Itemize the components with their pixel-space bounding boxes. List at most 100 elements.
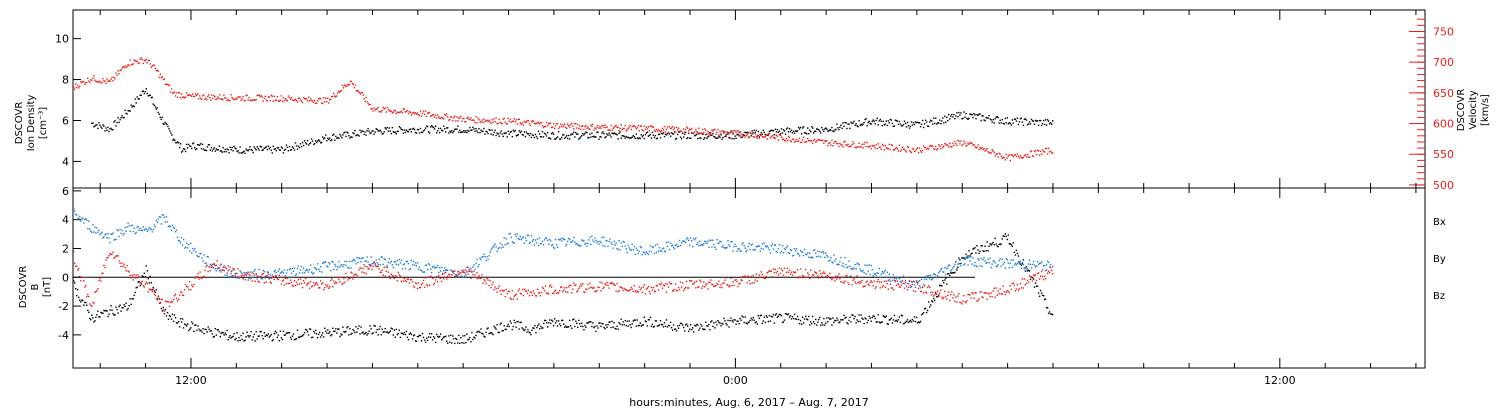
- data-point: [746, 282, 748, 284]
- data-point: [394, 275, 396, 277]
- data-point: [698, 127, 700, 129]
- data-point: [289, 149, 292, 151]
- data-point: [101, 312, 103, 314]
- data-point: [747, 136, 749, 138]
- data-point: [899, 280, 902, 283]
- data-point: [210, 99, 212, 101]
- data-point: [970, 297, 972, 299]
- data-point: [230, 337, 232, 339]
- data-point: [297, 278, 300, 281]
- data-point: [380, 256, 382, 258]
- data-point: [163, 310, 166, 313]
- data-point: [519, 131, 521, 134]
- data-point: [675, 126, 678, 128]
- data-point: [183, 289, 186, 291]
- data-point: [487, 120, 489, 123]
- data-point: [383, 331, 385, 333]
- data-point: [1015, 155, 1018, 158]
- data-point: [1014, 118, 1017, 120]
- data-point: [793, 132, 796, 134]
- data-point: [916, 322, 919, 324]
- data-point: [320, 336, 322, 338]
- data-point: [544, 125, 547, 128]
- data-point: [924, 291, 927, 293]
- data-point: [901, 279, 904, 282]
- data-point: [737, 133, 739, 135]
- data-point: [991, 242, 993, 245]
- data-point: [313, 272, 315, 274]
- data-point: [902, 148, 905, 150]
- data-point: [1026, 268, 1029, 270]
- data-point: [599, 126, 601, 128]
- data-point: [125, 302, 127, 304]
- data-point: [857, 282, 859, 284]
- data-point: [677, 127, 680, 129]
- data-point: [979, 147, 981, 149]
- data-point: [608, 132, 610, 134]
- data-point: [634, 126, 636, 128]
- data-point: [397, 271, 399, 274]
- data-point: [670, 327, 673, 329]
- data-point: [720, 133, 722, 135]
- data-point: [315, 102, 317, 104]
- data-point: [248, 148, 250, 151]
- data-point: [896, 148, 899, 150]
- data-point: [781, 132, 784, 134]
- data-point: [99, 233, 101, 236]
- data-point: [418, 132, 421, 134]
- data-point: [708, 132, 710, 135]
- data-point: [375, 108, 377, 110]
- data-point: [802, 126, 805, 128]
- data-point: [546, 292, 549, 294]
- data-point: [949, 274, 951, 277]
- data-point: [663, 322, 666, 324]
- data-point: [714, 285, 716, 287]
- data-point: [606, 240, 608, 242]
- data-point: [431, 277, 434, 280]
- data-point: [628, 320, 630, 322]
- data-point: [440, 277, 442, 279]
- data-point: [744, 136, 746, 138]
- data-point: [773, 134, 776, 136]
- data-point: [787, 313, 790, 315]
- data-point: [542, 136, 545, 138]
- data-point: [174, 231, 177, 233]
- data-point: [82, 276, 84, 279]
- data-point: [205, 149, 208, 152]
- data-point: [495, 117, 497, 119]
- data-point: [487, 258, 489, 260]
- data-point: [374, 263, 376, 265]
- data-point: [421, 282, 424, 284]
- data-point: [417, 268, 420, 271]
- data-point: [278, 149, 281, 151]
- data-point: [669, 283, 672, 285]
- data-point: [100, 126, 102, 128]
- data-point: [816, 128, 818, 130]
- data-point: [948, 146, 950, 148]
- data-point: [510, 298, 512, 300]
- data-point: [297, 97, 300, 99]
- data-point: [264, 147, 266, 149]
- data-point: [412, 127, 415, 130]
- data-point: [428, 264, 431, 266]
- data-point: [640, 246, 642, 249]
- data-point: [184, 96, 187, 98]
- data-point: [239, 339, 241, 342]
- data-point: [507, 290, 509, 293]
- data-point: [868, 146, 870, 148]
- data-point: [344, 260, 346, 263]
- data-point: [963, 257, 965, 259]
- data-point: [422, 279, 425, 282]
- data-point: [833, 142, 835, 144]
- data-point: [606, 326, 608, 328]
- data-point: [591, 325, 593, 328]
- data-point: [135, 287, 137, 289]
- data-point: [129, 59, 131, 61]
- data-point: [604, 245, 606, 248]
- data-point: [638, 286, 640, 288]
- data-point: [661, 287, 664, 289]
- data-point: [879, 322, 881, 324]
- data-point: [1049, 263, 1052, 266]
- data-point: [395, 328, 397, 331]
- data-point: [584, 126, 586, 128]
